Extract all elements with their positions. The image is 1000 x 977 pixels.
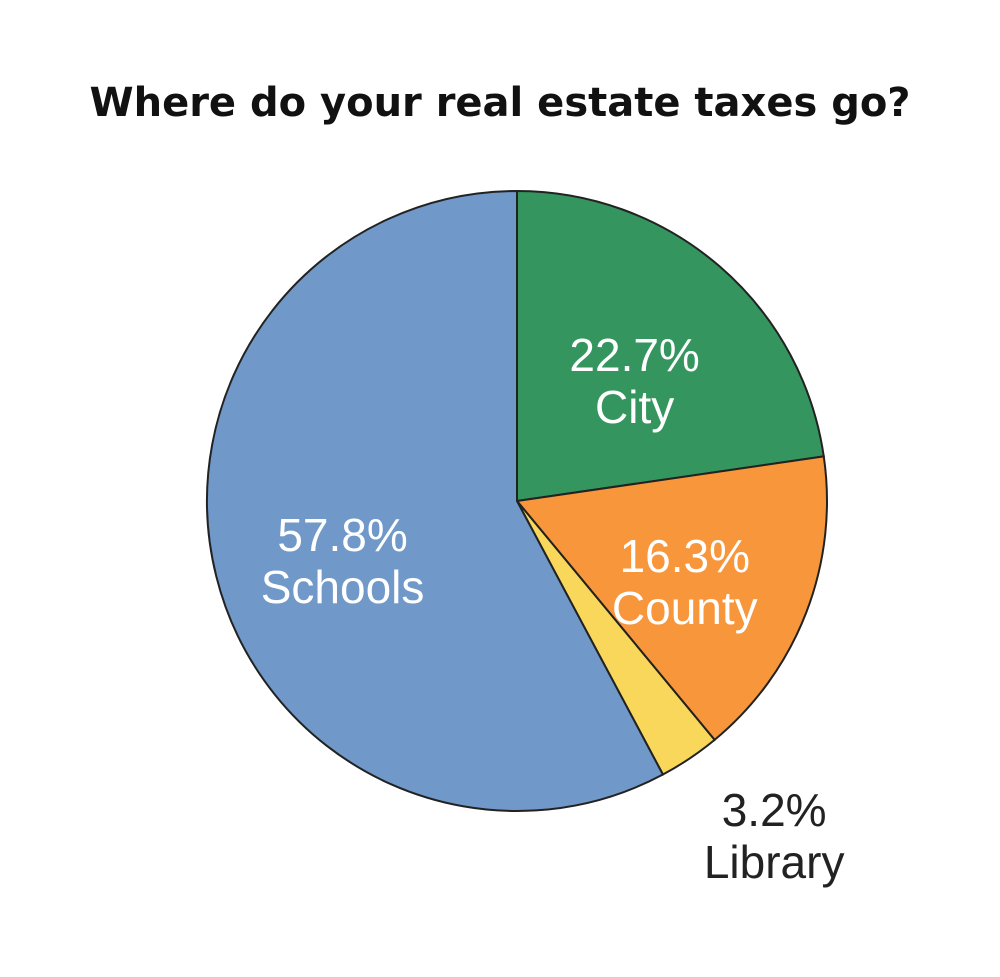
value-label: 22.7%: [569, 329, 699, 381]
category-label: City: [595, 381, 674, 433]
pie-slice: [206, 189, 665, 812]
value-label: 3.2%: [722, 784, 827, 836]
chart-title: Where do your real estate taxes go?: [89, 80, 910, 126]
category-label: Schools: [261, 561, 425, 613]
category-label: County: [612, 582, 758, 634]
value-label: 57.8%: [277, 509, 407, 561]
pie-slice: [516, 189, 825, 503]
pie-slice: [515, 455, 828, 742]
value-label: 16.3%: [620, 530, 750, 582]
category-label: Library: [704, 836, 845, 888]
